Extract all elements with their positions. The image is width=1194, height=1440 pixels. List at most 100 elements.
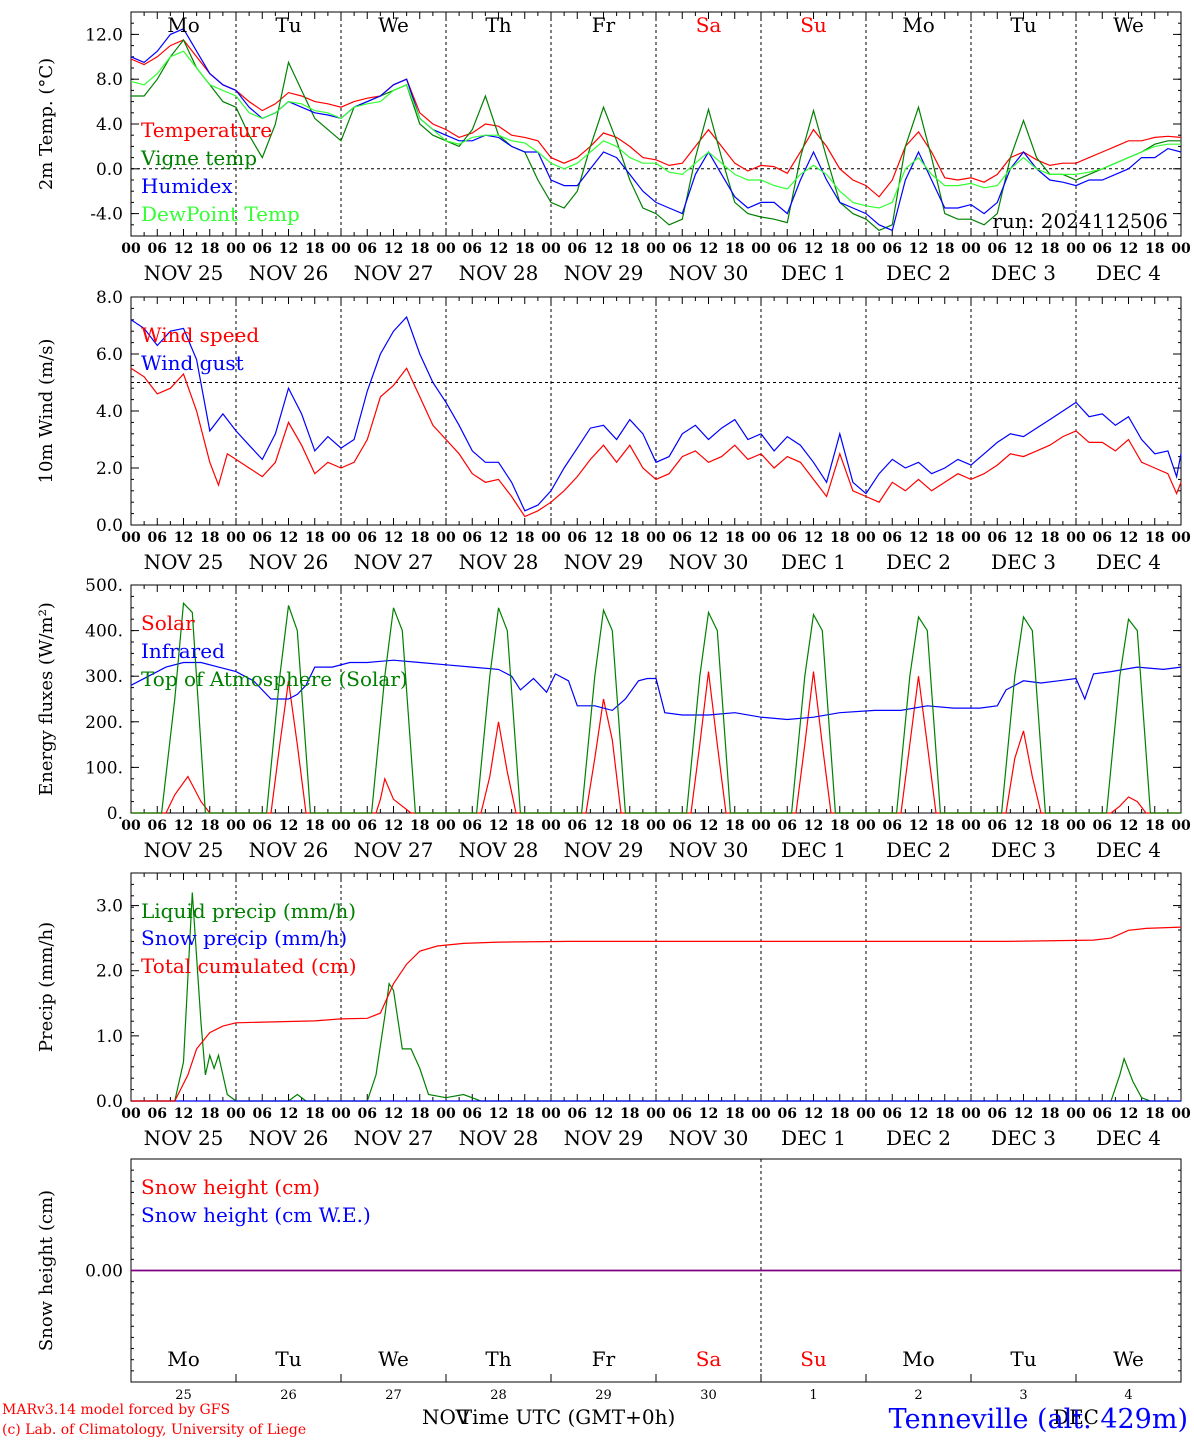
date-label: DEC 4 <box>1096 550 1161 574</box>
y-tick-label: 4.0 <box>96 402 123 422</box>
hour-label: 00 <box>961 530 981 546</box>
hour-label: 18 <box>1040 241 1059 257</box>
hour-label: 00 <box>541 241 561 257</box>
hour-label: 00 <box>331 1106 351 1122</box>
hour-label: 18 <box>620 1106 639 1122</box>
day-number: 25 <box>175 1388 192 1403</box>
series-line-2 <box>130 659 1182 721</box>
day-number: 4 <box>1124 1388 1132 1403</box>
date-label: DEC 2 <box>886 838 951 862</box>
day-name-bottom: We <box>1113 1347 1144 1371</box>
hour-label: 00 <box>646 241 666 257</box>
month-label: DEC <box>1053 1405 1099 1429</box>
day-name-bottom: Tu <box>1010 1347 1036 1371</box>
day-name-bottom: Sa <box>696 1347 722 1371</box>
hour-label: 00 <box>541 818 561 834</box>
hour-label: 06 <box>358 818 377 834</box>
hour-label: 18 <box>1145 530 1164 546</box>
hour-label: 18 <box>1145 818 1164 834</box>
hour-label: 06 <box>988 1106 1007 1122</box>
date-label: NOV 26 <box>249 261 329 285</box>
station-label: Tenneville (alt. 429m) <box>889 1404 1188 1435</box>
hour-label: 12 <box>1119 530 1138 546</box>
date-label: NOV 26 <box>249 550 329 574</box>
hour-label: 18 <box>1040 530 1059 546</box>
hour-label: 06 <box>883 530 902 546</box>
hour-label: 12 <box>909 241 928 257</box>
hour-label: 06 <box>463 241 482 257</box>
date-label: NOV 25 <box>144 550 224 574</box>
date-label: NOV 26 <box>249 1126 329 1150</box>
legend-entry: Solar <box>141 611 195 635</box>
hour-label: 12 <box>699 530 718 546</box>
hour-label: 18 <box>725 1106 744 1122</box>
hour-label: 00 <box>961 818 981 834</box>
month-label: NOV <box>422 1405 471 1429</box>
series-line-2 <box>130 315 1182 512</box>
date-label: DEC 3 <box>991 1126 1056 1150</box>
hour-label: 00 <box>856 1106 876 1122</box>
date-label: DEC 1 <box>781 1126 846 1150</box>
hour-label: 12 <box>279 818 298 834</box>
day-number: 27 <box>385 1388 402 1403</box>
series-line-1 <box>131 892 1181 1102</box>
y-tick-label: 4.0 <box>96 115 123 135</box>
hour-label: 18 <box>935 241 954 257</box>
legend-entry: Liquid precip (mm/h) <box>141 899 356 923</box>
legend-entry: Top of Atmosphere (Solar) <box>141 667 408 691</box>
legend-entry: Temperature <box>141 118 272 142</box>
series-line-1 <box>130 367 1182 518</box>
date-label: NOV 26 <box>249 838 329 862</box>
hour-label: 12 <box>804 1106 823 1122</box>
hour-label: 12 <box>489 530 508 546</box>
y-tick-label: 500. <box>85 576 123 596</box>
day-name: Su <box>800 13 827 37</box>
hour-label: 12 <box>1119 818 1138 834</box>
y-tick-label: 1.0 <box>96 1027 123 1047</box>
date-label: DEC 2 <box>886 550 951 574</box>
y-tick-label: 0.0 <box>96 160 123 180</box>
y-axis-label: 10m Wind (m/s) <box>36 339 57 484</box>
series-line-1 <box>130 39 1182 198</box>
hour-label: 18 <box>305 530 324 546</box>
hour-label: 00 <box>436 818 456 834</box>
date-label: DEC 3 <box>991 261 1056 285</box>
hour-label: 18 <box>410 241 429 257</box>
run-label: run: 2024112506 <box>992 209 1168 233</box>
hour-label: 18 <box>830 241 849 257</box>
hour-label: 12 <box>489 818 508 834</box>
hour-label: 18 <box>515 241 534 257</box>
day-name-bottom: Mo <box>902 1347 935 1371</box>
hour-label: 12 <box>594 818 613 834</box>
hour-label: 00 <box>331 818 351 834</box>
hour-label: 00 <box>541 1106 561 1122</box>
hour-label: 00 <box>226 241 246 257</box>
y-tick-label: 0.0 <box>96 516 123 536</box>
hour-label: 12 <box>384 1106 403 1122</box>
hour-label: 00 <box>331 241 351 257</box>
hour-label: 12 <box>909 1106 928 1122</box>
hour-label: 06 <box>358 530 377 546</box>
date-label: DEC 1 <box>781 550 846 574</box>
hour-label: 06 <box>883 241 902 257</box>
panel-1: -4.0 0.0 4.0 8.0 12.0 2m Temp. (°C) Temperatur… <box>36 11 1191 285</box>
hour-label: 00 <box>1066 818 1086 834</box>
hour-label: 06 <box>673 530 692 546</box>
hour-label: 12 <box>384 818 403 834</box>
hour-label: 18 <box>305 241 324 257</box>
day-name-bottom: Su <box>800 1347 827 1371</box>
hour-label: 00 <box>1171 241 1191 257</box>
day-name: Tu <box>1010 13 1036 37</box>
hour-label: 18 <box>1040 1106 1059 1122</box>
hour-label: 06 <box>568 241 587 257</box>
hour-label: 00 <box>1171 530 1191 546</box>
hour-label: 00 <box>646 1106 666 1122</box>
y-axis-label: Precip (mm/h) <box>36 922 57 1052</box>
date-label: DEC 4 <box>1096 838 1161 862</box>
legend-entry: Snow height (cm W.E.) <box>141 1203 371 1227</box>
hour-label: 18 <box>410 1106 429 1122</box>
day-number: 28 <box>490 1388 507 1403</box>
hour-label: 12 <box>1119 1106 1138 1122</box>
hour-label: 12 <box>384 530 403 546</box>
series-line-3 <box>130 28 1182 232</box>
